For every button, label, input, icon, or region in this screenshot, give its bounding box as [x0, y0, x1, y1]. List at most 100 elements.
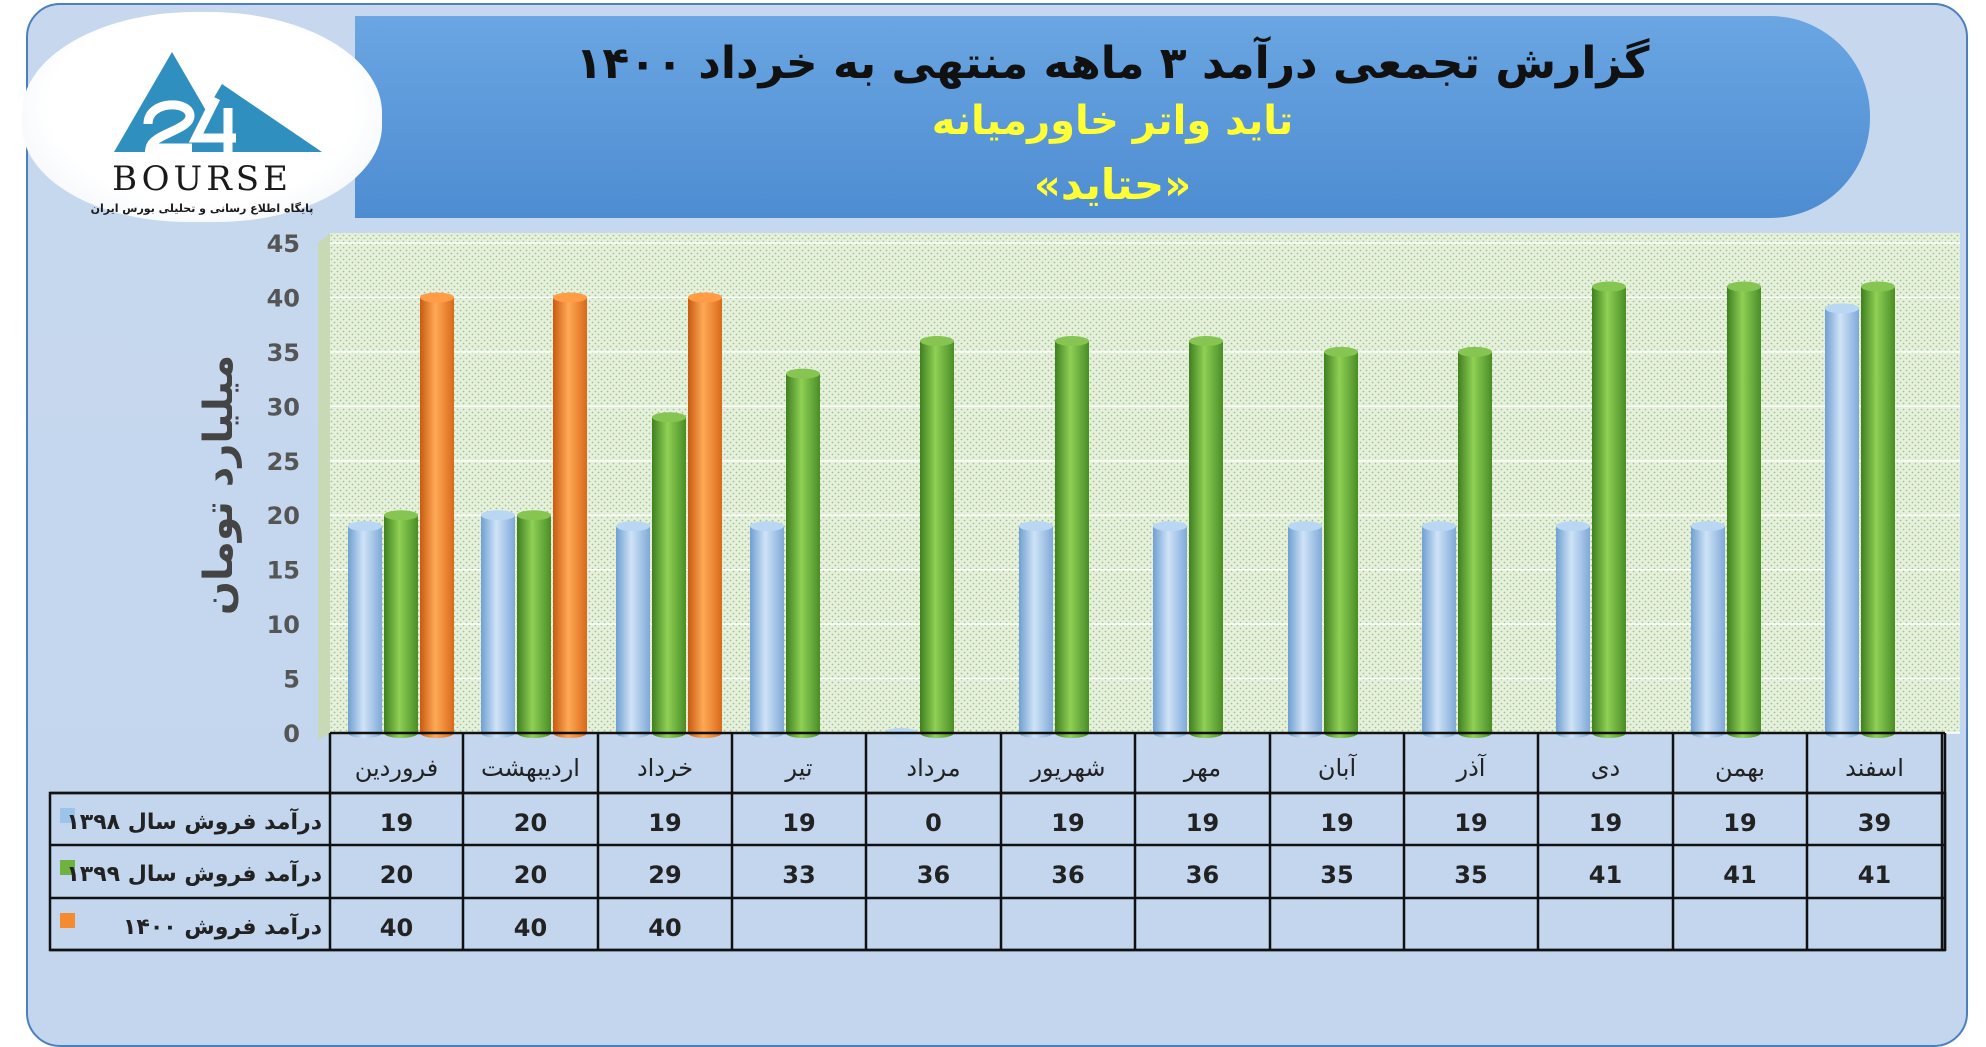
data-label: 19 [1051, 809, 1084, 837]
plot-area [330, 233, 1960, 733]
bar [348, 526, 382, 733]
data-label: 41 [1589, 861, 1622, 889]
data-label: 19 [782, 809, 815, 837]
data-label: 36 [1186, 861, 1219, 889]
data-label: 41 [1723, 861, 1756, 889]
bar [1153, 526, 1187, 733]
category-label: اسفند [1845, 754, 1904, 782]
category-label: دی [1591, 754, 1620, 782]
y-tick-label: 5 [283, 666, 300, 694]
bar-cap [652, 412, 686, 423]
bar-cap [1592, 281, 1626, 292]
bar-cap [481, 510, 515, 521]
bar [517, 515, 551, 733]
y-tick-label: 0 [283, 720, 300, 748]
data-label: 41 [1858, 861, 1891, 889]
bar [384, 515, 418, 733]
bar-cap [688, 292, 722, 303]
category-label: مهر [1183, 754, 1221, 782]
y-tick-label: 20 [267, 502, 300, 530]
bar-cap [1458, 346, 1492, 357]
bar-cap [616, 521, 650, 532]
logo-bubble: BOURSE پایگاه اطلاع رسانی و تحلیلی بورس … [22, 12, 382, 222]
y-tick-label: 15 [267, 557, 300, 585]
data-label: 19 [1186, 809, 1219, 837]
bar-cap [1055, 336, 1089, 346]
data-label: 19 [1723, 809, 1756, 837]
bar [553, 297, 587, 733]
category-label: فروردین [355, 754, 439, 782]
bar [420, 297, 454, 733]
category-label: بهمن [1715, 754, 1765, 782]
data-label: 40 [380, 914, 413, 942]
data-label: 36 [1051, 861, 1084, 889]
data-label: 29 [648, 861, 681, 889]
bar-cap [348, 521, 382, 532]
bar [1324, 351, 1358, 733]
bar [786, 373, 820, 733]
data-label: 19 [1589, 809, 1622, 837]
y-tick-label: 45 [267, 230, 300, 258]
data-label: 19 [648, 809, 681, 837]
bar-cap [1153, 521, 1187, 532]
bar [750, 526, 784, 733]
title-banner: گزارش تجمعی درآمد ۳ ماهه منتهی به خرداد … [355, 16, 1870, 218]
legend-label: درآمد فروش سال ۱۳۹۸ [66, 807, 322, 835]
bar [1691, 526, 1725, 733]
bar [1556, 526, 1590, 733]
bar [920, 341, 954, 733]
data-table: فروردین اردیبهشت خرداد تیر مرداد شهریور مهر آبا… [48, 731, 1947, 952]
y-axis-label: میلیارد تومان [196, 355, 242, 615]
bar [1019, 526, 1053, 733]
data-label: 40 [514, 914, 547, 942]
bar [616, 526, 650, 733]
bar [1861, 286, 1895, 733]
data-label: 36 [917, 861, 950, 889]
bar-cap [1189, 336, 1223, 346]
data-label: 40 [648, 914, 681, 942]
bar-cap [920, 336, 954, 346]
bar [1422, 526, 1456, 733]
bar-cap [553, 292, 587, 303]
data-label: 19 [380, 809, 413, 837]
bar-cap [420, 292, 454, 303]
logo-brand: BOURSE [112, 159, 292, 199]
bar-cap [1324, 346, 1358, 357]
legend-label: درآمد فروش ۱۴۰۰ [123, 912, 322, 940]
legend-swatch [60, 808, 75, 823]
data-label: 20 [514, 809, 547, 837]
ticker-symbol: «حتاید» [1033, 160, 1192, 209]
bar [1189, 341, 1223, 733]
category-label: تیر [784, 754, 812, 782]
data-label: 0 [925, 809, 942, 837]
bar [1825, 308, 1859, 733]
category-label: آذر [1456, 753, 1487, 782]
bar-cap [1691, 521, 1725, 532]
bar-cap [750, 521, 784, 532]
bar-cap [1422, 521, 1456, 532]
data-label: 20 [380, 861, 413, 889]
data-label: 20 [514, 861, 547, 889]
legend-swatch [60, 913, 75, 928]
y-tick-label: 10 [267, 611, 300, 639]
y-axis-ticks: 0 5 10 15 20 25 30 35 40 45 [267, 230, 300, 748]
bar [1288, 526, 1322, 733]
table-border [48, 791, 1947, 952]
data-label: 35 [1454, 861, 1487, 889]
category-label: خرداد [637, 754, 693, 782]
legend-label: درآمد فروش سال ۱۳۹۹ [66, 859, 322, 887]
bar-cap [1019, 521, 1053, 532]
bar-cap [1825, 303, 1859, 314]
triangle-mark-icon [114, 52, 322, 153]
company-name: تاید واتر خاورمیانه [931, 98, 1294, 144]
bar [1055, 341, 1089, 733]
y-tick-label: 40 [267, 284, 300, 312]
bars [348, 281, 1895, 738]
bar-cap [1288, 521, 1322, 532]
report-title: گزارش تجمعی درآمد ۳ ماهه منتهی به خرداد … [575, 38, 1650, 89]
data-label: 39 [1858, 809, 1891, 837]
y-tick-label: 25 [267, 448, 300, 476]
data-label: 19 [1320, 809, 1353, 837]
bar [1458, 351, 1492, 733]
